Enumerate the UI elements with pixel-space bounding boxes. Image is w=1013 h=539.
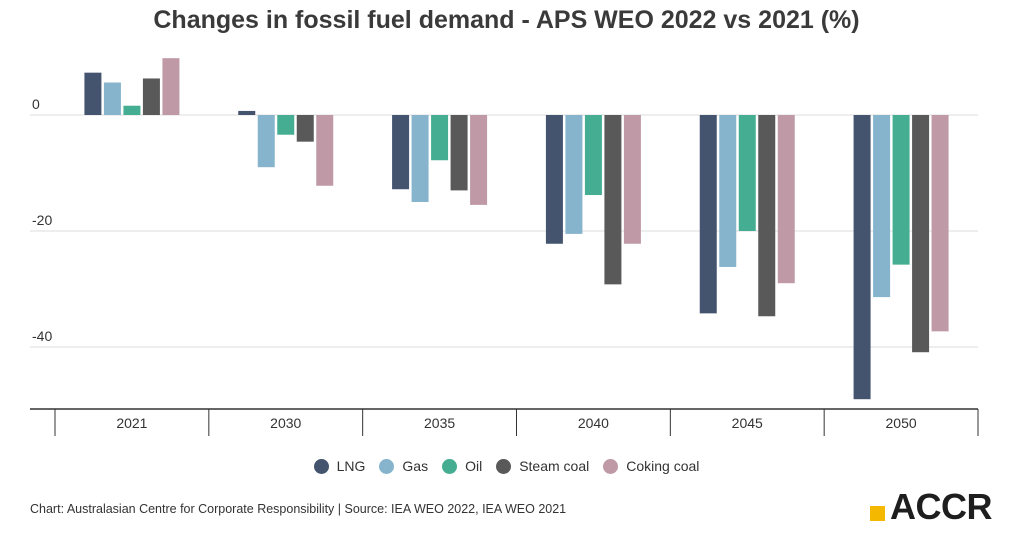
bar-lng-2021 <box>84 72 102 115</box>
legend: LNG Gas Oil Steam coal Coking coal <box>0 458 1013 474</box>
bar-chart: 0 -20 -40 2021 2030 2035 2040 2045 2050 <box>30 58 979 436</box>
y-tick-label: -20 <box>32 212 52 228</box>
bar-oil-2035 <box>431 115 449 161</box>
legend-label: Gas <box>402 458 429 474</box>
legend-label: Oil <box>465 458 483 474</box>
bar-coking-coal-2035 <box>470 115 488 205</box>
legend-item-coking-coal: Coking coal <box>603 458 699 474</box>
legend-label: LNG <box>336 458 366 474</box>
bar-coking-coal-2021 <box>162 58 180 115</box>
bar-gas-2035 <box>411 115 429 202</box>
bar-oil-2030 <box>277 115 295 135</box>
legend-swatch <box>603 458 619 474</box>
logo-text: ACCR <box>890 486 993 527</box>
bar-steam-coal-2030 <box>296 115 314 142</box>
bar-gas-2045 <box>719 115 737 267</box>
bar-steam-coal-2021 <box>142 78 160 115</box>
x-tick-label: 2030 <box>270 415 301 431</box>
x-tick-label: 2040 <box>578 415 609 431</box>
bar-lng-2045 <box>699 115 717 314</box>
bar-coking-coal-2040 <box>623 115 641 244</box>
logo-square-icon <box>870 506 885 521</box>
legend-label: Coking coal <box>626 458 700 474</box>
y-tick-label: 0 <box>32 96 40 112</box>
legend-item-oil: Oil <box>442 458 482 474</box>
x-tick-label: 2045 <box>732 415 763 431</box>
x-tick-label: 2021 <box>116 415 147 431</box>
legend-label: Steam coal <box>519 458 590 474</box>
bar-lng-2050 <box>853 115 871 400</box>
bar-gas-2040 <box>565 115 583 234</box>
bar-steam-coal-2040 <box>604 115 622 285</box>
legend-swatch <box>442 458 458 474</box>
bar-oil-2040 <box>584 115 602 196</box>
bar-gas-2050 <box>873 115 891 298</box>
bar-coking-coal-2050 <box>931 115 949 332</box>
bar-steam-coal-2045 <box>758 115 776 317</box>
bar-oil-2050 <box>892 115 910 265</box>
x-tick-label: 2050 <box>886 415 917 431</box>
bar-gas-2030 <box>257 115 275 168</box>
bar-lng-2035 <box>392 115 410 190</box>
bar-lng-2030 <box>238 110 256 115</box>
accr-logo: ACCR <box>870 486 993 527</box>
bar-steam-coal-2035 <box>450 115 468 191</box>
bar-steam-coal-2050 <box>912 115 930 353</box>
legend-item-gas: Gas <box>379 458 428 474</box>
legend-swatch <box>379 458 395 474</box>
footer-source: Chart: Australasian Centre for Corporate… <box>30 502 567 516</box>
bar-gas-2021 <box>103 82 121 115</box>
bar-oil-2021 <box>123 105 141 115</box>
legend-swatch <box>496 458 512 474</box>
y-tick-label: -40 <box>32 328 52 344</box>
x-tick-label: 2035 <box>424 415 455 431</box>
chart-title: Changes in fossil fuel demand - APS WEO … <box>153 6 860 34</box>
bar-coking-coal-2030 <box>316 115 334 186</box>
legend-item-steam-coal: Steam coal <box>496 458 589 474</box>
legend-item-lng: LNG <box>313 458 366 474</box>
bar-lng-2040 <box>545 115 563 244</box>
legend-swatch <box>313 458 329 474</box>
bar-coking-coal-2045 <box>777 115 795 284</box>
bar-oil-2045 <box>738 115 756 231</box>
